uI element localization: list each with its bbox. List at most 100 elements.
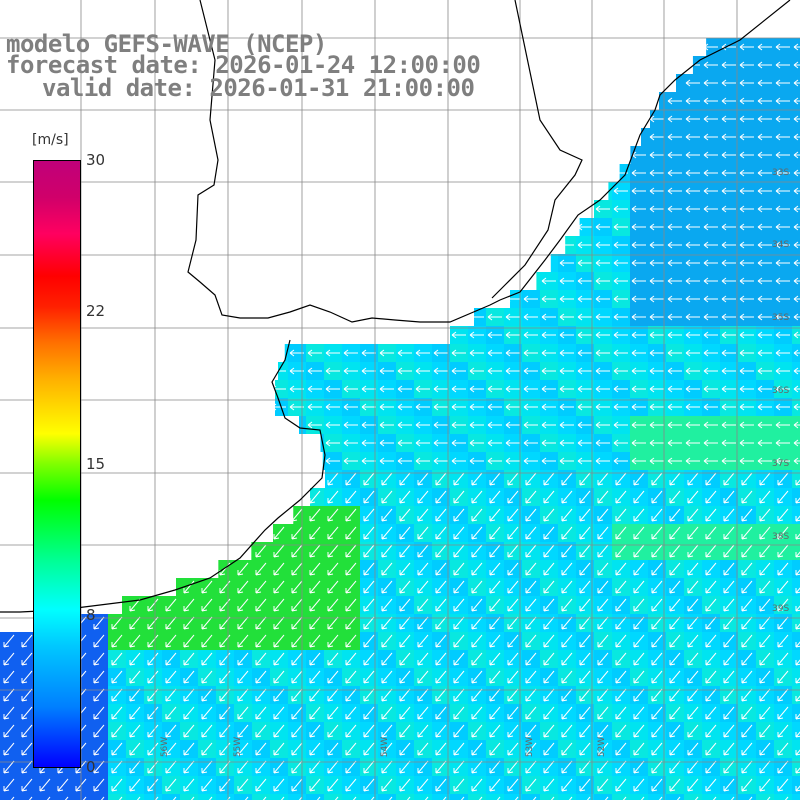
wind-arrow [343,403,358,411]
wind-arrow [388,796,393,800]
wind-arrow [147,634,159,648]
wind-arrow [721,133,736,141]
wind-arrow [525,724,537,738]
wind-arrow [147,760,159,774]
wind-arrow [649,187,664,195]
wind-arrow [505,349,520,357]
wind-arrow [649,169,664,177]
wind-arrow [721,439,736,447]
wind-arrow [397,439,412,447]
lat-label-39s: 39S [772,604,790,614]
wind-arrow [633,778,645,792]
wind-arrow [759,742,771,756]
wind-arrow [795,713,800,720]
wind-arrow [795,533,800,540]
wind-arrow [417,490,429,504]
wind-arrow [577,259,592,267]
wind-arrow [505,403,520,411]
wind-arrow [579,490,591,504]
wind-arrow [541,421,556,429]
wind-arrow [595,457,610,465]
wind-arrow [433,421,448,429]
wind-arrow [541,331,556,339]
wind-arrow [757,223,772,231]
wind-arrow [273,688,285,702]
wind-arrow [775,277,790,285]
wind-arrow [489,670,501,684]
wind-arrow [705,544,717,558]
wind-arrow [757,79,772,87]
wind-arrow [649,349,664,357]
wind-arrow [561,526,573,540]
wind-arrow [667,439,682,447]
wind-cell [720,794,738,800]
wind-arrow [669,526,681,540]
wind-arrow [417,526,429,540]
wind-arrow [685,367,700,375]
wind-arrow [487,367,502,375]
wind-arrow [363,670,375,684]
wind-arrow [775,259,790,267]
wind-arrow [147,778,159,792]
wind-arrow [667,133,682,141]
wind-arrow [597,562,609,576]
wind-arrow [453,598,465,612]
wind-cell [792,578,800,596]
wind-arrow [93,670,105,684]
wind-arrow [739,421,754,429]
wind-arrow [559,349,574,357]
wind-arrow [559,313,574,321]
wind-cell [396,794,414,800]
wind-arrow [649,403,664,411]
wind-arrow [685,169,700,177]
wind-arrow [577,313,592,321]
wind-arrow [453,508,465,522]
wind-arrow [379,457,394,465]
wind-arrow [615,598,627,612]
wind-arrow [597,778,609,792]
wind-arrow [111,634,123,648]
wind-arrow [514,796,519,800]
wind-arrow [183,598,195,612]
wind-arrow [739,187,754,195]
wind-arrow [397,367,412,375]
wind-arrow [613,403,628,411]
wind-arrow [433,403,448,411]
wind-arrow [703,115,718,123]
lon-label-53w: 53W [525,736,536,758]
wind-arrow [651,508,663,522]
wind-arrow [669,634,681,648]
wind-arrow [703,151,718,159]
wind-arrow [525,688,537,702]
wind-arrow [471,634,483,648]
wind-arrow [345,472,357,486]
wind-arrow [507,472,519,486]
wind-arrow [595,331,610,339]
wind-arrow [471,580,483,594]
wind-arrow [291,526,303,540]
wind-arrow [615,544,627,558]
wind-arrow [723,670,735,684]
wind-arrow [577,439,592,447]
wind-arrow [363,634,375,648]
wind-arrow [667,349,682,357]
wind-arrow [757,115,772,123]
wind-arrow [316,796,321,800]
wind-cell [792,596,800,614]
wind-arrow [579,688,591,702]
wind-arrow [687,526,699,540]
wind-arrow [721,331,736,339]
wind-arrow [489,724,501,738]
wind-arrow [613,241,628,249]
wind-arrow [579,670,591,684]
wind-arrow [471,526,483,540]
wind-arrow [93,688,105,702]
wind-arrow [669,580,681,594]
wind-arrow [487,331,502,339]
wind-arrow [651,580,663,594]
wind-arrow [507,544,519,558]
wind-arrow [363,724,375,738]
wind-arrow [507,490,519,504]
wind-arrow [453,472,465,486]
wind-arrow [399,580,411,594]
